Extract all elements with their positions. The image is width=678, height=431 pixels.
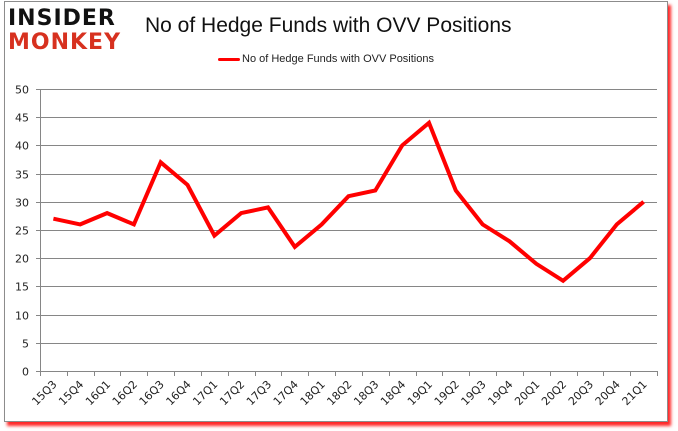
y-tick-label: 0: [22, 366, 29, 379]
x-tick-label: 17Q3: [244, 378, 274, 408]
x-tick-label: 16Q4: [164, 378, 194, 408]
y-axis: 0 5 10 15 20 25 30 35 40 45 50: [15, 84, 41, 379]
y-tick-label: 10: [15, 310, 29, 323]
y-tick-label: 40: [15, 140, 29, 153]
x-tick-label: 15Q4: [56, 378, 86, 408]
logo-line-1: INSIDER: [8, 6, 116, 31]
x-tick-label: 19Q1: [405, 378, 435, 408]
x-tick-label: 16Q2: [110, 378, 140, 408]
x-tick-label: 20Q4: [593, 378, 623, 408]
y-tick-label: 20: [15, 253, 29, 266]
x-tick-label: 16Q1: [83, 378, 113, 408]
insider-monkey-logo: INSIDER MONKEY: [8, 8, 128, 54]
gridlines: [40, 89, 657, 344]
x-tick-label: 20Q3: [566, 378, 596, 408]
legend-label: No of Hedge Funds with OVV Positions: [242, 53, 434, 65]
x-tick-label: 15Q3: [29, 378, 59, 408]
x-tick-label: 20Q2: [539, 378, 569, 408]
chart-title: No of Hedge Funds with OVV Positions: [145, 14, 512, 37]
x-tick-label: 17Q4: [271, 378, 301, 408]
x-tick-label: 17Q2: [217, 378, 247, 408]
x-tick-label: 19Q4: [485, 378, 515, 408]
x-tick-label: 17Q1: [190, 378, 220, 408]
x-tick-label: 16Q3: [137, 378, 167, 408]
x-tick-label: 18Q3: [351, 378, 381, 408]
x-axis: 15Q315Q416Q116Q216Q316Q417Q117Q217Q317Q4…: [29, 371, 658, 408]
x-tick-label: 18Q2: [324, 378, 354, 408]
y-tick-label: 15: [15, 281, 29, 294]
x-tick-label: 18Q1: [298, 378, 328, 408]
logo-line-2: MONKEY: [8, 30, 122, 55]
series-line: [52, 119, 645, 284]
y-tick-label: 25: [15, 225, 29, 238]
y-tick-label: 35: [15, 169, 29, 182]
x-tick-label: 18Q4: [378, 378, 408, 408]
y-tick-label: 5: [22, 338, 29, 351]
chart-legend: No of Hedge Funds with OVV Positions: [218, 53, 434, 65]
x-tick-label: 19Q3: [459, 378, 489, 408]
y-tick-label: 50: [15, 84, 29, 97]
y-tick-label: 30: [15, 197, 29, 210]
x-tick-label: 19Q2: [432, 378, 462, 408]
x-tick-label: 21Q1: [620, 378, 650, 408]
y-tick-label: 45: [15, 112, 29, 125]
legend-line-swatch-icon: [218, 57, 240, 61]
x-tick-label: 20Q1: [512, 378, 542, 408]
